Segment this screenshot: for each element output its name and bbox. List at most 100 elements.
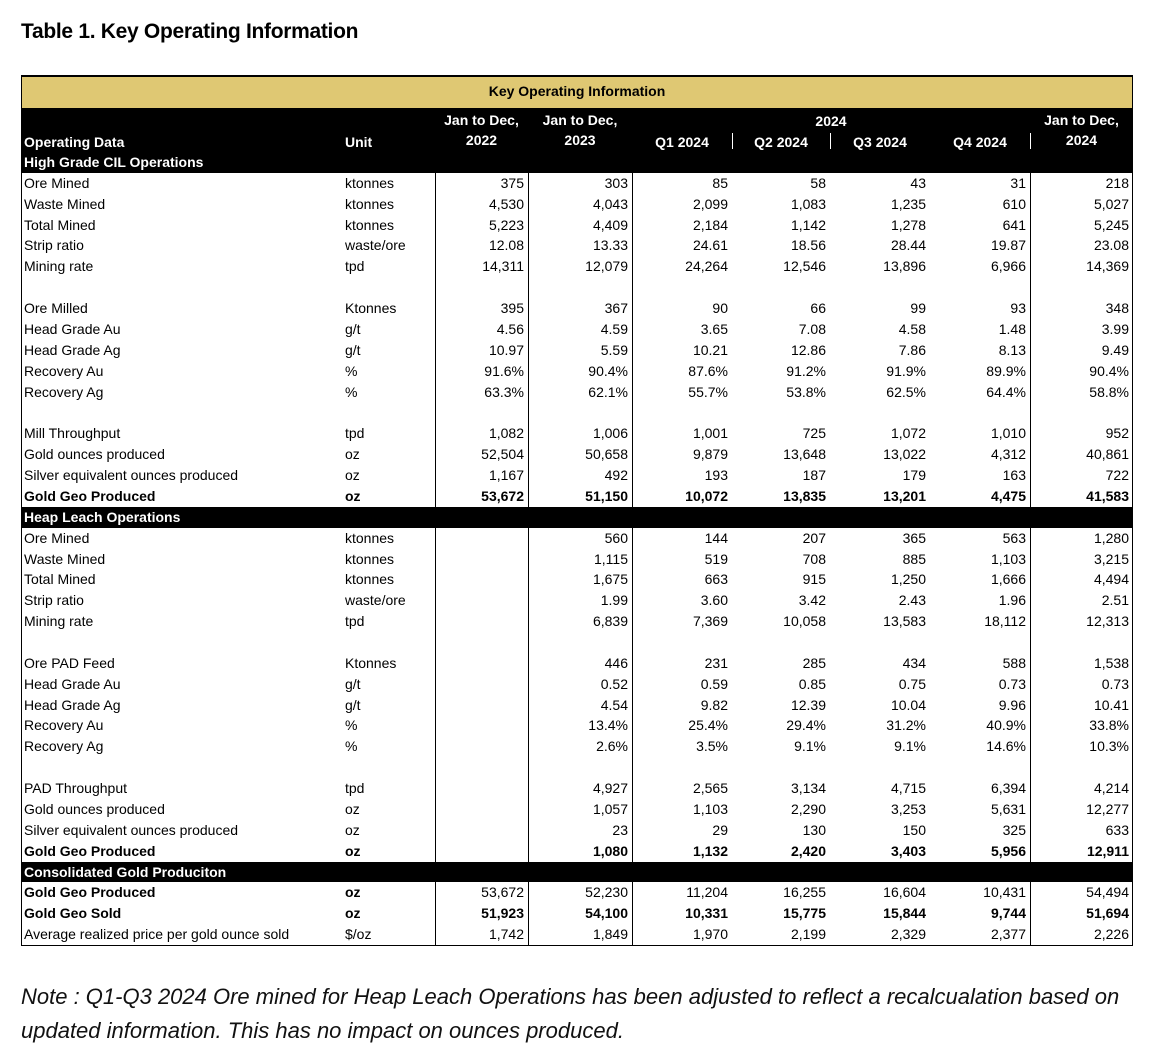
row-label: Total Mined bbox=[24, 216, 96, 233]
value-cell: 6,394 bbox=[990, 780, 1026, 797]
row-unit: oz bbox=[345, 446, 360, 463]
value-cell: 51,150 bbox=[585, 487, 628, 504]
value-cell: 2,565 bbox=[692, 780, 728, 797]
value-cell: 395 bbox=[500, 300, 524, 317]
row-unit: tpd bbox=[345, 425, 365, 442]
value-cell: 492 bbox=[604, 467, 628, 484]
row-unit: ktonnes bbox=[345, 550, 395, 567]
value-cell: 2,290 bbox=[790, 800, 826, 817]
column-border bbox=[632, 172, 633, 507]
value-cell: 1,675 bbox=[592, 571, 628, 588]
value-cell: 62.1% bbox=[588, 383, 628, 400]
value-cell: 5,956 bbox=[990, 842, 1026, 859]
row-unit: oz bbox=[345, 842, 361, 859]
value-cell: 66 bbox=[810, 300, 826, 317]
banner-text: Key Operating Information bbox=[488, 83, 666, 99]
value-cell: 325 bbox=[1002, 821, 1026, 838]
row-label: Gold Geo Produced bbox=[24, 842, 156, 859]
value-cell: 1,167 bbox=[488, 467, 524, 484]
value-cell: 179 bbox=[902, 467, 926, 484]
row-label: Gold Geo Produced bbox=[24, 884, 156, 901]
value-cell: 663 bbox=[704, 571, 728, 588]
table-border-bottom bbox=[21, 945, 1133, 947]
value-cell: 18,112 bbox=[984, 613, 1026, 630]
value-cell: 10,072 bbox=[685, 487, 728, 504]
value-cell: 4,927 bbox=[592, 780, 628, 797]
value-cell: 1,072 bbox=[890, 425, 926, 442]
value-cell: 91.2% bbox=[786, 362, 826, 379]
row-unit: ktonnes bbox=[345, 216, 395, 233]
value-cell: 2,329 bbox=[890, 926, 926, 943]
column-border bbox=[435, 527, 436, 862]
value-cell: 0.52 bbox=[600, 675, 628, 692]
value-cell: 3.42 bbox=[798, 592, 826, 609]
value-cell: 187 bbox=[802, 467, 826, 484]
value-cell: 13,583 bbox=[883, 613, 926, 630]
section-title: Heap Leach Operations bbox=[24, 508, 181, 525]
row-label: Waste Mined bbox=[24, 550, 106, 567]
column-border bbox=[1030, 882, 1031, 946]
value-cell: 90.4% bbox=[588, 362, 628, 379]
row-label: Recovery Au bbox=[24, 362, 104, 379]
value-cell: 0.73 bbox=[998, 675, 1026, 692]
header-label: Operating Data bbox=[24, 134, 125, 150]
value-cell: 2,199 bbox=[790, 926, 826, 943]
value-cell: 43 bbox=[910, 174, 926, 191]
value-cell: 708 bbox=[802, 550, 826, 567]
value-cell: 12.86 bbox=[790, 341, 826, 358]
value-cell: 90 bbox=[712, 300, 728, 317]
value-cell: 434 bbox=[902, 654, 926, 671]
value-cell: 53.8% bbox=[786, 383, 826, 400]
value-cell: 13.33 bbox=[592, 237, 628, 254]
row-label: Gold ounces produced bbox=[24, 800, 165, 817]
row-label: Silver equivalent ounces produced bbox=[24, 821, 239, 838]
section-title: Consolidated Gold Produciton bbox=[24, 863, 227, 880]
value-cell: 4,214 bbox=[1093, 780, 1129, 797]
value-cell: 7,369 bbox=[692, 613, 728, 630]
value-cell: 16,604 bbox=[883, 884, 926, 901]
row-label: Head Grade Au bbox=[24, 675, 121, 692]
value-cell: 9.1% bbox=[894, 738, 926, 755]
value-cell: 5,245 bbox=[1093, 216, 1129, 233]
value-cell: 150 bbox=[902, 821, 926, 838]
value-cell: 641 bbox=[1002, 216, 1026, 233]
value-cell: 365 bbox=[902, 529, 926, 546]
value-cell: 9.82 bbox=[700, 696, 728, 713]
value-cell: 1,235 bbox=[890, 195, 926, 212]
value-cell: 51,694 bbox=[1086, 905, 1129, 922]
value-cell: 3.65 bbox=[700, 320, 728, 337]
header-cell: Jan to Dec, bbox=[1044, 112, 1119, 128]
value-cell: 12,911 bbox=[1086, 842, 1129, 859]
note: Note : Q1-Q3 2024 Ore mined for Heap Lea… bbox=[21, 984, 1120, 1043]
row-unit: g/t bbox=[345, 341, 361, 358]
row-unit: oz bbox=[345, 800, 360, 817]
header-cell: Q3 2024 bbox=[853, 134, 907, 150]
value-cell: 13,896 bbox=[883, 258, 926, 275]
value-cell: 5,027 bbox=[1093, 195, 1129, 212]
row-label: Silver equivalent ounces produced bbox=[24, 467, 239, 484]
value-cell: 1,103 bbox=[692, 800, 728, 817]
row-label: Gold ounces produced bbox=[24, 446, 165, 463]
value-cell: 5.59 bbox=[600, 341, 628, 358]
value-cell: 23.08 bbox=[1093, 237, 1129, 254]
row-label: Mining rate bbox=[24, 613, 94, 630]
header-year-group: 2024 bbox=[815, 113, 847, 129]
value-cell: 58 bbox=[810, 174, 826, 191]
value-cell: 9.1% bbox=[794, 738, 826, 755]
value-cell: 1,538 bbox=[1093, 654, 1129, 671]
header-cell: Q1 2024 bbox=[655, 134, 709, 150]
value-cell: 207 bbox=[802, 529, 826, 546]
value-cell: 99 bbox=[910, 300, 926, 317]
row-label: Ore Mined bbox=[24, 529, 90, 546]
value-cell: 367 bbox=[604, 300, 628, 317]
row-unit: Ktonnes bbox=[345, 654, 397, 671]
header-bg bbox=[21, 108, 1133, 152]
value-cell: 1,115 bbox=[594, 550, 628, 567]
section-title: High Grade CIL Operations bbox=[24, 154, 204, 170]
table-border-right bbox=[1132, 75, 1133, 946]
row-label: Mill Throughput bbox=[24, 425, 121, 442]
value-cell: 303 bbox=[604, 174, 628, 191]
row-label: Gold Geo Sold bbox=[24, 905, 122, 922]
value-cell: 4,475 bbox=[990, 487, 1026, 504]
